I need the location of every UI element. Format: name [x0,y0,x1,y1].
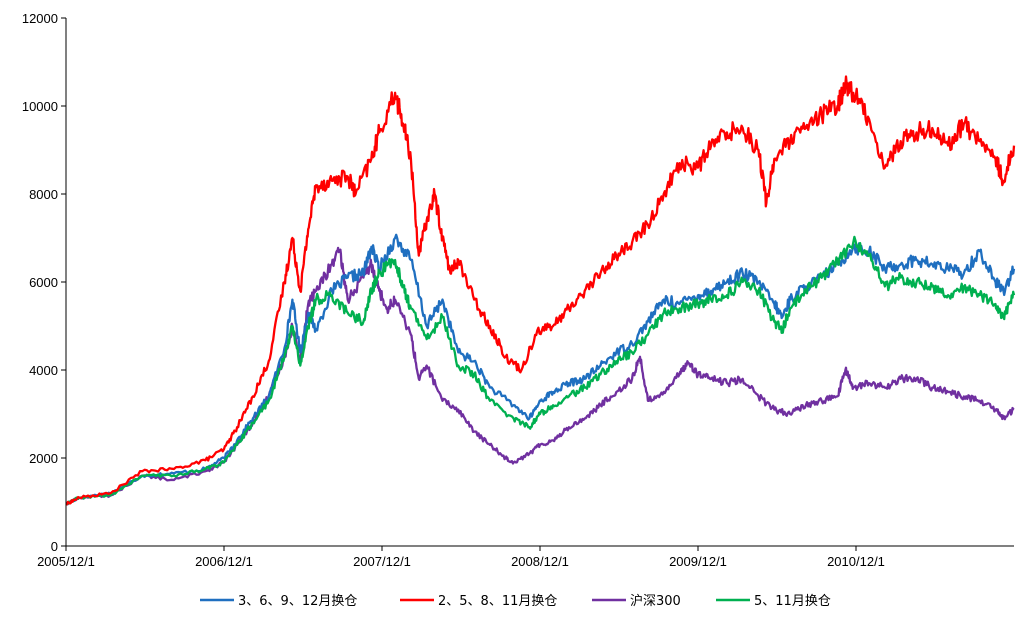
legend-item: 沪深300 [592,593,681,609]
y-tick-label: 6000 [29,275,58,290]
y-tick-label: 2000 [29,451,58,466]
legend-label: 3、6、9、12月换仓 [238,594,357,609]
x-axis-ticks: 2005/12/1 2006/12/1 2007/12/1 2008/12/1 2009… [37,546,885,569]
legend-label: 2、5、8、11月换仓 [438,594,557,609]
legend-label: 5、11月换仓 [754,594,831,609]
x-tick-label: 2009/12/1 [669,554,727,569]
y-tick-label: 12000 [22,11,58,26]
series-line [65,75,1016,506]
x-tick-label: 2010/12/1 [827,554,885,569]
legend-item: 3、6、9、12月换仓 [200,594,357,609]
series-line [65,235,1016,506]
x-tick-label: 2006/12/1 [195,554,253,569]
legend-label: 沪深300 [630,593,681,609]
legend-item: 5、11月换仓 [716,594,831,609]
x-tick-label: 2005/12/1 [37,554,95,569]
x-tick-label: 2008/12/1 [511,554,569,569]
legend-item: 2、5、8、11月换仓 [400,594,557,609]
series-lines [65,75,1016,506]
series-line [65,233,1016,506]
y-tick-label: 0 [51,539,58,554]
y-tick-label: 10000 [22,99,58,114]
y-axis-ticks: 0 2000 4000 6000 8000 10000 12000 [22,11,66,554]
x-tick-label: 2007/12/1 [353,554,411,569]
y-tick-label: 4000 [29,363,58,378]
legend: 3、6、9、12月换仓 2、5、8、11月换仓 沪深300 5、11月换仓 [200,593,831,609]
y-tick-label: 8000 [29,187,58,202]
